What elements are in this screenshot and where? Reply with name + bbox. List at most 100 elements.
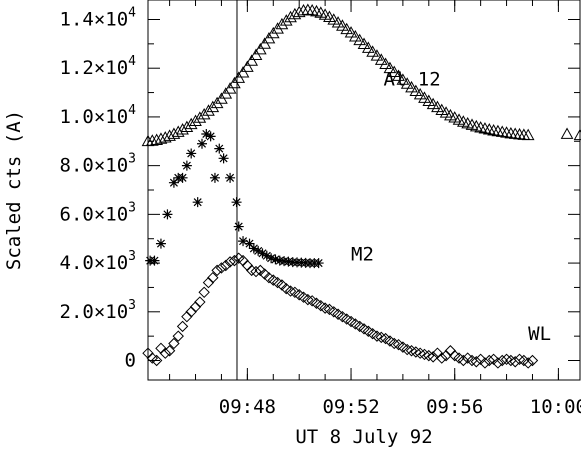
diamond-point bbox=[418, 348, 431, 361]
triangle-point bbox=[409, 84, 423, 97]
diamond-point bbox=[185, 306, 197, 318]
diamond-point bbox=[457, 354, 470, 367]
diamond-point bbox=[220, 259, 232, 272]
plot-frame bbox=[147, 0, 581, 381]
diamond-point bbox=[168, 337, 180, 350]
triangle-point bbox=[163, 129, 176, 141]
triangle-point bbox=[487, 124, 500, 136]
asterisk-point bbox=[162, 209, 173, 220]
x-tick-label: 09:52 bbox=[322, 396, 379, 418]
asterisk-point bbox=[270, 254, 281, 265]
y-tick-label: 4.0×103 bbox=[60, 249, 136, 274]
diamond-point bbox=[440, 349, 452, 362]
triangle-point bbox=[154, 132, 168, 144]
triangle-point bbox=[180, 120, 194, 133]
y-tick-label: 8.0×103 bbox=[60, 152, 136, 177]
asterisk-point bbox=[181, 160, 192, 171]
y-tick-label: 6.0×103 bbox=[60, 200, 136, 225]
asterisk-point bbox=[149, 255, 160, 266]
triangle-point bbox=[573, 128, 581, 141]
triangle-point bbox=[400, 77, 414, 89]
diamond-point bbox=[496, 354, 508, 367]
diamond-point bbox=[319, 302, 331, 314]
triangle-point bbox=[383, 61, 397, 74]
asterisk-point bbox=[192, 197, 203, 208]
diamond-point bbox=[202, 276, 215, 289]
triangle-point bbox=[405, 80, 418, 93]
x-axis-label: UT 8 July 92 bbox=[295, 426, 432, 448]
diamond-point bbox=[401, 343, 413, 356]
diamond-point bbox=[423, 349, 435, 362]
asterisk-point bbox=[225, 172, 236, 183]
series-diamond bbox=[142, 252, 539, 369]
series-label: WL bbox=[528, 323, 551, 345]
triangle-point bbox=[340, 22, 354, 35]
asterisk-point bbox=[238, 236, 249, 247]
x-tick-labels: 09:48 09:52 09:56 10:00 bbox=[219, 396, 581, 418]
diamond-point bbox=[228, 254, 241, 267]
triangle-point bbox=[560, 127, 574, 139]
triangle-point bbox=[361, 41, 375, 53]
triangle-point bbox=[478, 122, 492, 134]
series-label: Al 12 bbox=[383, 68, 440, 90]
diamond-point bbox=[284, 285, 297, 297]
triangle-point bbox=[271, 22, 284, 34]
axis-ticks bbox=[148, 0, 580, 380]
diamond-point bbox=[405, 345, 418, 357]
diamond-point bbox=[181, 310, 193, 323]
triangle-point bbox=[387, 65, 401, 78]
triangle-point bbox=[344, 26, 358, 38]
diamond-point bbox=[526, 354, 539, 367]
triangle-point bbox=[189, 114, 202, 126]
diamond-point bbox=[150, 354, 163, 367]
diamond-point bbox=[427, 351, 439, 363]
triangle-point bbox=[275, 17, 289, 30]
asterisk-point bbox=[177, 172, 188, 183]
triangle-point bbox=[249, 48, 263, 60]
triangle-point bbox=[236, 66, 250, 78]
triangle-point bbox=[158, 131, 172, 143]
triangle-point bbox=[202, 104, 215, 116]
y-tick-label: 1.2×104 bbox=[60, 54, 137, 79]
diamond-point bbox=[505, 354, 517, 367]
triangle-point bbox=[292, 5, 306, 18]
triangle-point bbox=[396, 73, 410, 85]
triangle-point bbox=[366, 45, 379, 57]
y-tick-label: 0 bbox=[125, 350, 136, 372]
asterisk-point bbox=[261, 250, 272, 261]
triangle-point bbox=[392, 69, 405, 81]
diamond-point bbox=[172, 330, 184, 342]
triangle-point bbox=[379, 57, 392, 69]
triangle-point bbox=[413, 87, 427, 100]
series-asterisk bbox=[145, 128, 324, 269]
triangle-point bbox=[210, 96, 224, 109]
diamond-point bbox=[470, 356, 483, 368]
diamond-point bbox=[414, 347, 426, 359]
series-labels: Al 12 M2 WL bbox=[351, 68, 551, 345]
diamond-point bbox=[500, 353, 513, 366]
triangle-point bbox=[167, 127, 181, 139]
asterisk-point bbox=[253, 245, 264, 256]
triangle-point bbox=[245, 54, 259, 66]
triangle-point bbox=[145, 134, 159, 146]
diamond-point bbox=[436, 352, 448, 364]
series-label: M2 bbox=[351, 244, 374, 266]
diamond-point bbox=[207, 271, 219, 284]
series-triangle bbox=[141, 3, 581, 147]
diamond-point bbox=[509, 356, 521, 368]
diamond-point bbox=[483, 354, 495, 367]
diamond-point bbox=[250, 265, 262, 278]
x-tick-label: 09:56 bbox=[426, 396, 483, 418]
diamond-point bbox=[513, 353, 526, 366]
y-tick-label: 2.0×103 bbox=[60, 298, 136, 323]
asterisk-point bbox=[214, 143, 225, 154]
asterisk-point bbox=[218, 153, 229, 164]
triangle-point bbox=[331, 16, 345, 28]
triangle-point bbox=[353, 33, 367, 46]
triangle-point bbox=[500, 126, 513, 138]
asterisk-point bbox=[186, 148, 197, 159]
diamond-point bbox=[371, 330, 383, 342]
triangle-point bbox=[374, 53, 388, 65]
diamond-point bbox=[163, 345, 176, 357]
